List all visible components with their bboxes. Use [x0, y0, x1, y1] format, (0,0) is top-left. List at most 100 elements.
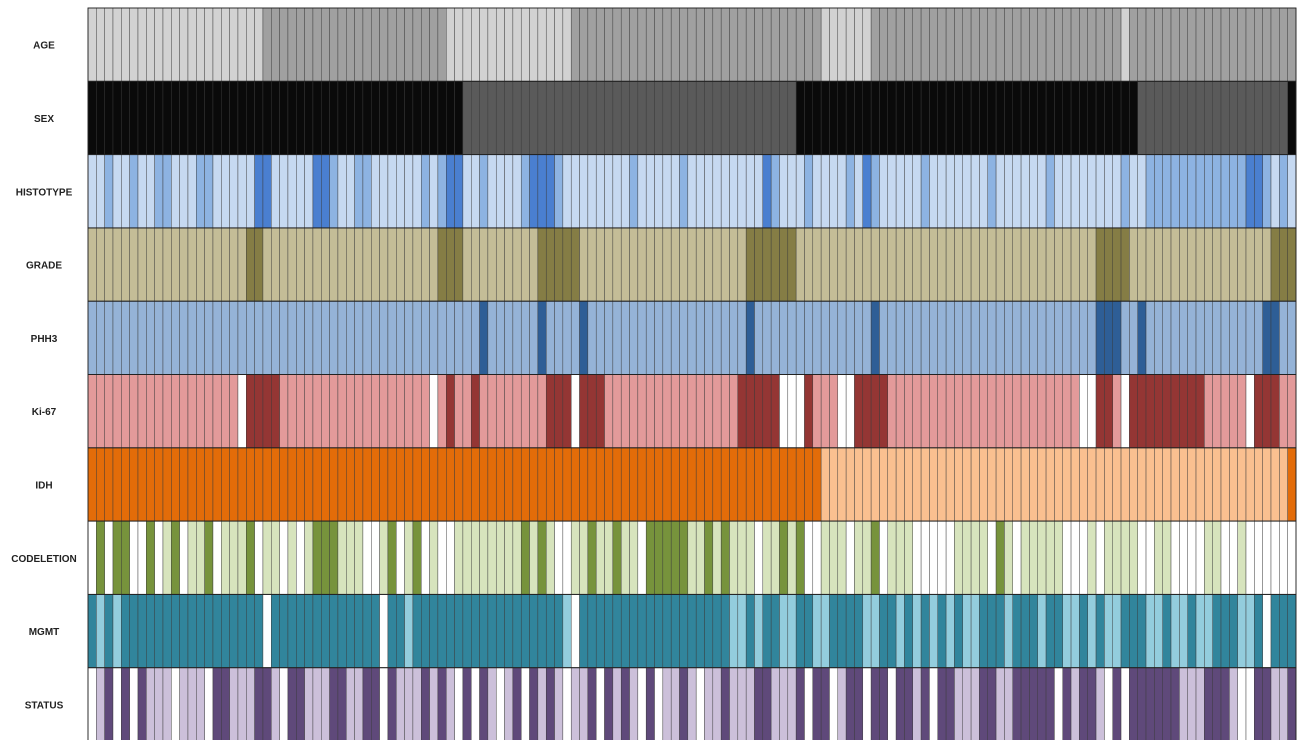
- cell-sex-37: [396, 81, 405, 155]
- cell-sex-60: [587, 81, 597, 155]
- cell-mgmt-7: [146, 594, 155, 668]
- cell-histotype-13: [196, 154, 205, 229]
- cell-mgmt-16: [221, 594, 230, 668]
- cell-ki-67-44: [454, 374, 464, 449]
- cell-age-39: [412, 7, 422, 82]
- cell-idh-114: [1037, 447, 1047, 522]
- cell-grade-67: [645, 227, 655, 302]
- cell-idh-111: [1012, 447, 1022, 522]
- cell-sex-85: [795, 81, 805, 155]
- cell-age-144: [1287, 7, 1297, 82]
- cell-histotype-16: [221, 154, 230, 229]
- cell-status-24: [287, 667, 297, 740]
- cell-age-78: [737, 7, 747, 82]
- cell-codeletion-99: [912, 520, 922, 595]
- cell-mgmt-13: [196, 594, 205, 668]
- cell-grade-84: [787, 227, 797, 302]
- cell-ki-67-51: [512, 374, 522, 449]
- cell-ki-67-13: [196, 374, 205, 449]
- cell-sex-117: [1062, 81, 1072, 155]
- cell-codeletion-7: [146, 520, 155, 595]
- cell-sex-138: [1237, 81, 1247, 155]
- cell-phh3-84: [787, 300, 797, 375]
- cell-age-69: [662, 7, 672, 82]
- cell-phh3-134: [1204, 300, 1213, 375]
- cell-status-137: [1229, 667, 1238, 740]
- cell-grade-103: [945, 227, 955, 302]
- cell-grade-73: [695, 227, 705, 302]
- cell-sex-15: [212, 81, 222, 155]
- cell-age-41: [429, 7, 439, 82]
- cell-sex-42: [437, 81, 447, 155]
- cell-ki-67-89: [829, 374, 839, 449]
- cell-age-25: [296, 7, 305, 82]
- cell-idh-102: [937, 447, 947, 522]
- cell-mgmt-133: [1195, 594, 1205, 668]
- cell-codeletion-47: [479, 520, 489, 595]
- cell-sex-82: [770, 81, 780, 155]
- cell-sex-62: [604, 81, 614, 155]
- cell-codeletion-91: [845, 520, 855, 595]
- cell-ki-67-131: [1179, 374, 1188, 449]
- cell-sex-110: [1004, 81, 1013, 155]
- cell-status-7: [146, 667, 155, 740]
- cell-status-0: [87, 667, 97, 740]
- cell-idh-78: [737, 447, 747, 522]
- cell-age-83: [779, 7, 789, 82]
- cell-histotype-2: [104, 154, 114, 229]
- cell-phh3-110: [1004, 300, 1013, 375]
- cell-grade-51: [512, 227, 522, 302]
- cell-codeletion-5: [129, 520, 139, 595]
- cell-grade-89: [829, 227, 839, 302]
- cell-histotype-28: [321, 154, 330, 229]
- cell-mgmt-120: [1087, 594, 1097, 668]
- cell-histotype-133: [1195, 154, 1205, 229]
- cell-phh3-47: [479, 300, 489, 375]
- cell-status-126: [1137, 667, 1147, 740]
- cell-histotype-35: [379, 154, 389, 229]
- cell-sex-35: [379, 81, 389, 155]
- cell-phh3-61: [595, 300, 605, 375]
- cell-phh3-24: [287, 300, 297, 375]
- cell-ki-67-114: [1037, 374, 1047, 449]
- cell-mgmt-110: [1004, 594, 1013, 668]
- cell-codeletion-60: [587, 520, 597, 595]
- cell-status-60: [587, 667, 597, 740]
- cell-histotype-6: [137, 154, 147, 229]
- cell-ki-67-105: [962, 374, 972, 449]
- cell-idh-112: [1020, 447, 1030, 522]
- cell-histotype-7: [146, 154, 155, 229]
- cell-histotype-49: [495, 154, 505, 229]
- cell-mgmt-117: [1062, 594, 1072, 668]
- cell-codeletion-26: [304, 520, 314, 595]
- cell-sex-124: [1120, 81, 1130, 155]
- cell-mgmt-34: [371, 594, 380, 668]
- cell-sex-43: [446, 81, 455, 155]
- cell-histotype-15: [212, 154, 222, 229]
- cell-mgmt-50: [504, 594, 514, 668]
- cell-ki-67-70: [670, 374, 680, 449]
- cell-grade-140: [1254, 227, 1263, 302]
- cell-histotype-73: [695, 154, 705, 229]
- cell-mgmt-90: [837, 594, 847, 668]
- cell-ki-67-126: [1137, 374, 1147, 449]
- cell-histotype-119: [1079, 154, 1088, 229]
- cell-sex-46: [471, 81, 480, 155]
- cell-sex-21: [262, 81, 272, 155]
- cell-phh3-65: [629, 300, 639, 375]
- cell-ki-67-137: [1229, 374, 1238, 449]
- cell-codeletion-27: [312, 520, 322, 595]
- cell-grade-72: [687, 227, 697, 302]
- cell-idh-33: [362, 447, 372, 522]
- cell-ki-67-134: [1204, 374, 1213, 449]
- cell-ki-67-45: [462, 374, 472, 449]
- cell-age-96: [887, 7, 897, 82]
- cell-sex-14: [204, 81, 214, 155]
- cell-status-31: [346, 667, 355, 740]
- cell-age-56: [554, 7, 564, 82]
- cell-phh3-75: [712, 300, 722, 375]
- cell-age-32: [354, 7, 364, 82]
- cell-age-9: [162, 7, 172, 82]
- cell-mgmt-129: [1162, 594, 1172, 668]
- cell-grade-2: [104, 227, 114, 302]
